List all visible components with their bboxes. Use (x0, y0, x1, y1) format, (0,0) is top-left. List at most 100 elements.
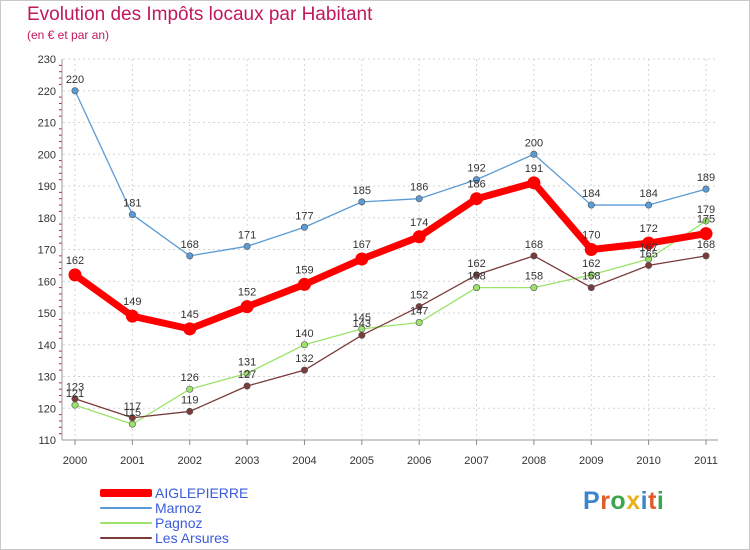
value-label-marnoz: 184 (582, 188, 600, 200)
legend-label-les-arsures: Les Arsures (155, 529, 229, 546)
value-label-marnoz: 184 (639, 188, 657, 200)
logo-letter: i (656, 487, 665, 515)
logo-letter: r (600, 487, 611, 515)
x-tick-label: 2007 (464, 455, 488, 467)
y-tick-label: 210 (38, 118, 56, 130)
y-tick-label: 130 (38, 372, 56, 384)
y-tick-label: 180 (38, 213, 56, 225)
value-label-pagnoz: 145 (353, 312, 371, 324)
point-marnoz (473, 176, 481, 184)
value-label-aiglepierre: 162 (66, 255, 84, 267)
legend-label-aiglepierre: AIGLEPIERRE (155, 484, 249, 501)
y-tick-label: 190 (38, 181, 56, 193)
point-aiglepierre (240, 300, 254, 314)
y-tick-label: 120 (38, 403, 56, 415)
point-marnoz (300, 223, 308, 231)
legend-item-aiglepierre: AIGLEPIERRE (100, 484, 249, 501)
point-les-arsures (71, 395, 79, 403)
value-label-les-arsures: 132 (295, 353, 313, 365)
value-label-marnoz: 168 (181, 239, 199, 251)
point-aiglepierre (68, 268, 82, 282)
point-pagnoz (128, 420, 136, 428)
value-label-aiglepierre: 191 (525, 163, 543, 175)
point-les-arsures (530, 252, 538, 260)
legend-item-les-arsures: Les Arsures (100, 529, 248, 546)
point-marnoz (530, 150, 538, 158)
point-aiglepierre (355, 252, 369, 266)
point-pagnoz (473, 284, 481, 292)
value-label-les-arsures: 143 (353, 318, 371, 330)
value-label-pagnoz: 158 (467, 271, 485, 283)
legend: AIGLEPIERRE Marnoz Pagnoz Les Arsures (100, 484, 249, 546)
x-tick-label: 2009 (579, 455, 603, 467)
x-tick-label: 2005 (350, 455, 374, 467)
series-line-aiglepierre (71, 179, 710, 333)
point-pagnoz (415, 319, 423, 327)
point-les-arsures (243, 382, 251, 390)
y-tick-label: 200 (38, 149, 56, 161)
value-label-pagnoz: 131 (238, 356, 256, 368)
legend-label-pagnoz: Pagnoz (155, 514, 203, 531)
y-tick-label: 160 (38, 276, 56, 288)
x-tick-label: 2001 (120, 455, 144, 467)
value-label-pagnoz: 126 (181, 372, 199, 384)
point-pagnoz (587, 271, 595, 279)
legend-item-pagnoz: Pagnoz (100, 514, 248, 531)
value-label-marnoz: 177 (295, 210, 313, 222)
value-label-les-arsures: 152 (410, 290, 428, 302)
point-pagnoz (702, 217, 710, 225)
logo-letter: P (583, 487, 601, 515)
point-marnoz (186, 252, 194, 260)
value-label-marnoz: 200 (525, 137, 543, 149)
x-tick-label: 2004 (292, 455, 316, 467)
y-tick-label: 230 (38, 54, 56, 66)
point-pagnoz (71, 401, 79, 409)
point-les-arsures (186, 407, 194, 415)
logo-letter: o (610, 487, 627, 515)
value-label-pagnoz: 115 (124, 407, 142, 419)
legend-swatch-marnoz (100, 506, 152, 509)
value-label-pagnoz: 158 (525, 271, 543, 283)
value-label-aiglepierre: 186 (467, 179, 485, 191)
point-marnoz (243, 242, 251, 250)
value-label-aiglepierre: 172 (639, 223, 657, 235)
proxiti-logo: Proxiti (583, 487, 664, 516)
point-pagnoz (186, 385, 194, 393)
point-les-arsures (702, 252, 710, 260)
point-marnoz (645, 201, 653, 209)
x-tick-label: 2002 (177, 455, 201, 467)
value-label-les-arsures: 119 (181, 394, 199, 406)
value-label-les-arsures: 117 (124, 401, 142, 413)
value-label-pagnoz: 121 (66, 388, 84, 400)
logo-letter: t (648, 487, 657, 515)
value-label-les-arsures: 127 (238, 369, 256, 381)
y-tick-label: 140 (38, 340, 56, 352)
legend-swatch-les-arsures (100, 536, 152, 539)
x-tick-label: 2000 (63, 455, 87, 467)
value-label-marnoz: 171 (238, 229, 256, 241)
logo-letter: x (626, 487, 641, 515)
value-label-aiglepierre: 159 (295, 264, 313, 276)
axes: 110 120 130 140 150 160 170 180 190 200 210 220 230 2… (38, 54, 718, 467)
value-label-les-arsures: 168 (697, 239, 715, 251)
point-marnoz (587, 201, 595, 209)
point-aiglepierre (584, 243, 598, 256)
value-label-marnoz: 192 (467, 163, 485, 175)
series-line-pagnoz (74, 220, 707, 425)
value-label-les-arsures: 165 (639, 248, 657, 260)
value-label-marnoz: 185 (353, 185, 371, 197)
point-les-arsures (415, 303, 423, 311)
value-label-aiglepierre: 152 (238, 287, 256, 299)
value-label-marnoz: 181 (123, 198, 141, 210)
value-label-les-arsures: 162 (467, 258, 485, 270)
point-marnoz (702, 185, 710, 193)
legend-item-marnoz: Marnoz (100, 500, 248, 516)
value-label-marnoz: 186 (410, 182, 428, 194)
point-marnoz (358, 198, 366, 206)
value-label-pagnoz: 147 (410, 306, 428, 318)
legend-swatch-pagnoz (100, 521, 152, 524)
point-les-arsures (358, 331, 366, 339)
series-lines (68, 87, 713, 428)
value-label-aiglepierre: 175 (697, 214, 715, 226)
